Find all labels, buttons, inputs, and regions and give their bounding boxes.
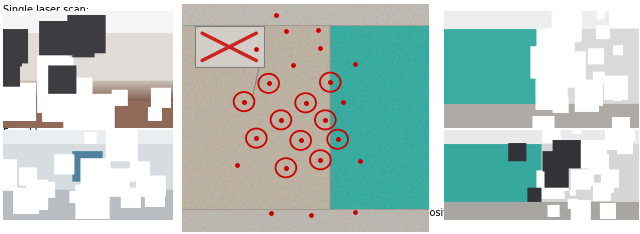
Text: Single laser scan:: Single laser scan: — [3, 5, 90, 15]
FancyBboxPatch shape — [195, 26, 264, 67]
Legend: Markers, Scanning position: Markers, Scanning position — [280, 204, 466, 222]
Text: Fused laser scans:: Fused laser scans: — [3, 128, 93, 138]
